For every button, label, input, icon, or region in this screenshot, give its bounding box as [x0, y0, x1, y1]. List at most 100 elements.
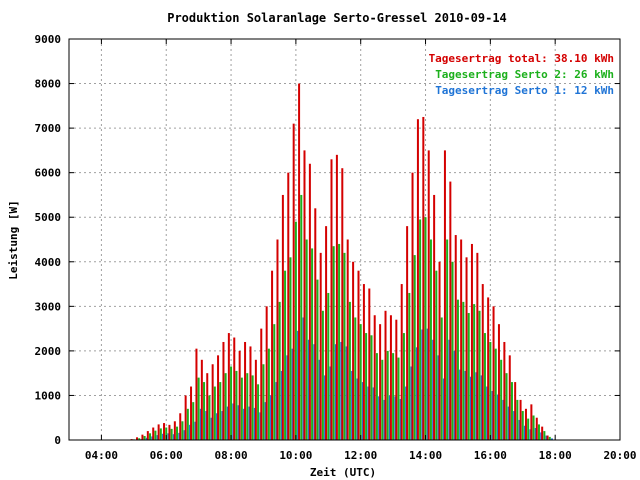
- bar-serto2: [203, 382, 206, 440]
- bar-serto2: [251, 375, 254, 440]
- bar-serto1: [264, 402, 267, 440]
- bar-total: [190, 386, 193, 440]
- bar-serto1: [302, 317, 305, 440]
- bar-serto2: [451, 261, 454, 440]
- bar-total: [476, 252, 479, 440]
- bar-serto2: [289, 257, 292, 440]
- bar-serto1: [221, 411, 224, 440]
- bar-serto2: [176, 426, 179, 440]
- bar-serto2: [311, 248, 314, 440]
- bar-total: [481, 284, 484, 440]
- bar-total: [427, 150, 430, 440]
- x-tick-label: 10:00: [279, 449, 312, 462]
- bar-serto1: [156, 435, 159, 440]
- bar-serto2: [494, 348, 497, 440]
- bar-serto2: [446, 239, 449, 440]
- bar-total: [184, 395, 187, 440]
- bar-serto2: [478, 310, 481, 440]
- bar-serto2: [516, 399, 519, 440]
- bar-serto2: [213, 386, 216, 440]
- bar-serto2: [397, 357, 400, 440]
- bar-total: [173, 421, 176, 440]
- bar-serto2: [473, 304, 476, 440]
- bar-serto1: [324, 375, 327, 440]
- bar-total: [335, 154, 338, 440]
- bar-serto1: [405, 386, 408, 440]
- bar-total: [454, 235, 457, 440]
- bar-serto2: [419, 219, 422, 440]
- bar-total: [233, 337, 236, 440]
- bar-serto1: [518, 419, 521, 440]
- y-axis-label: Leistung [W]: [7, 200, 20, 279]
- bar-serto2: [338, 243, 341, 440]
- bar-serto2: [159, 428, 162, 440]
- bar-serto2: [505, 373, 508, 440]
- bar-serto2: [154, 430, 157, 440]
- y-tick-label: 8000: [35, 78, 62, 91]
- bar-serto2: [278, 301, 281, 440]
- bar-serto1: [459, 369, 462, 440]
- bar-serto1: [437, 355, 440, 440]
- bar-serto1: [410, 366, 413, 440]
- y-tick-label: 3000: [35, 300, 62, 313]
- bar-serto1: [351, 370, 354, 440]
- bar-serto1: [442, 378, 445, 440]
- bar-total: [411, 172, 414, 440]
- bar-total: [238, 350, 241, 440]
- bar-total: [195, 348, 198, 440]
- bar-serto2: [197, 377, 200, 440]
- bar-serto2: [381, 359, 384, 440]
- bar-serto2: [440, 317, 443, 440]
- bar-serto1: [496, 394, 499, 440]
- bar-total: [357, 270, 360, 440]
- bar-serto1: [291, 348, 294, 440]
- bar-total: [422, 116, 425, 440]
- bar-serto1: [243, 408, 246, 440]
- y-tick-label: 2000: [35, 345, 62, 358]
- bar-total: [497, 324, 500, 440]
- bar-total: [362, 284, 365, 440]
- bar-serto1: [286, 355, 289, 440]
- bar-serto2: [262, 364, 265, 440]
- bar-serto2: [284, 270, 287, 440]
- bar-serto2: [332, 246, 335, 440]
- bar-serto1: [313, 344, 316, 440]
- bar-serto1: [275, 382, 278, 440]
- x-tick-label: 14:00: [409, 449, 442, 462]
- bar-serto1: [210, 417, 213, 440]
- bar-serto2: [235, 370, 238, 440]
- bar-total: [416, 119, 419, 440]
- bar-serto2: [305, 239, 308, 440]
- bar-serto1: [421, 329, 424, 440]
- bar-serto2: [208, 395, 211, 440]
- bar-total: [152, 427, 155, 440]
- bar-serto2: [138, 438, 141, 440]
- bar-serto1: [486, 386, 489, 440]
- bar-serto2: [186, 408, 189, 440]
- bar-serto2: [500, 359, 503, 440]
- bar-serto1: [507, 406, 510, 440]
- bar-total: [298, 83, 301, 441]
- bar-total: [217, 355, 220, 440]
- bar-serto2: [510, 382, 513, 440]
- bar-total: [530, 404, 533, 440]
- bar-serto1: [475, 372, 478, 440]
- bar-serto1: [545, 435, 548, 440]
- bar-serto2: [327, 292, 330, 440]
- bar-serto1: [491, 390, 494, 440]
- bar-total: [163, 423, 166, 440]
- bar-serto1: [502, 399, 505, 440]
- bar-total: [308, 163, 311, 440]
- bar-serto2: [548, 436, 551, 440]
- y-tick-label: 5000: [35, 211, 62, 224]
- bar-serto2: [365, 333, 368, 440]
- bar-total: [168, 424, 171, 440]
- bar-serto1: [259, 412, 262, 440]
- bar-serto2: [435, 270, 438, 440]
- bar-serto2: [354, 317, 357, 440]
- y-tick-label: 4000: [35, 256, 62, 269]
- bar-serto2: [462, 301, 465, 440]
- bar-serto1: [415, 347, 418, 440]
- y-tick-label: 1000: [35, 389, 62, 402]
